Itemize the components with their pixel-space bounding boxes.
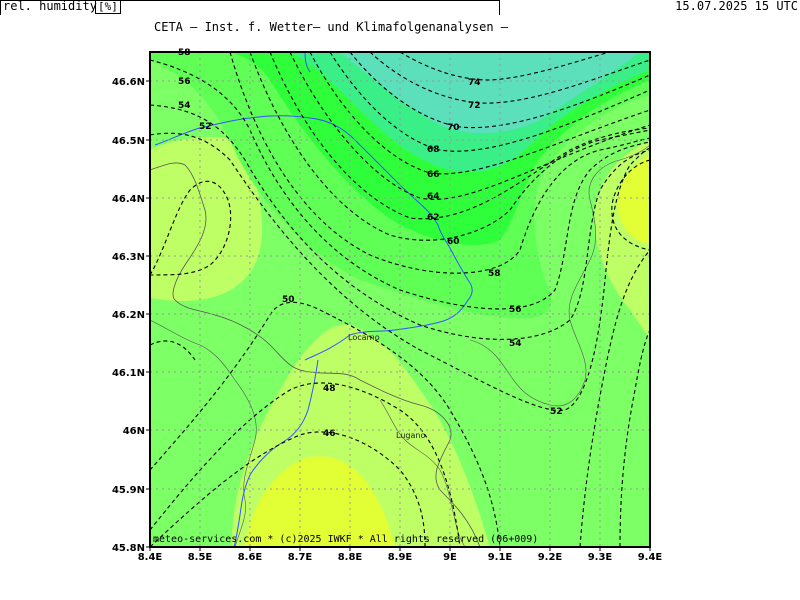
contour-label-52-east: 52 — [550, 407, 563, 417]
contour-east-3 — [611, 159, 650, 251]
fill-yellow-south — [245, 456, 395, 547]
y-tick-label: 45.8N — [112, 543, 145, 554]
contour-62 — [269, 52, 650, 220]
y-tick-label: 46.3N — [112, 252, 145, 263]
contour-label-58: 58 — [488, 269, 501, 279]
x-tick-label: 9.3E — [588, 552, 613, 563]
regional-border-2 — [150, 319, 257, 547]
y-tick-label: 46N — [123, 426, 145, 437]
contour-54 — [150, 104, 650, 340]
x-tick-label: 8.5E — [188, 552, 213, 563]
contour-label-50: 50 — [282, 295, 295, 305]
valid-datetime: 15.07.2025 15 UTC — [675, 0, 798, 13]
contour-52-west — [150, 180, 232, 276]
contour-label-56-east: 56 — [509, 305, 522, 315]
contour-label-48: 48 — [323, 384, 336, 394]
contour-label-70: 70 — [447, 123, 460, 133]
contour-east-2 — [619, 329, 650, 547]
country-border — [150, 162, 481, 547]
x-tick-label: 8.6E — [238, 552, 263, 563]
contour-56 — [150, 59, 650, 310]
contour-label-72: 72 — [468, 101, 481, 111]
contour-label-66: 66 — [427, 170, 440, 180]
product-title: CETA — Inst. f. Wetter— und Klimafolgena… — [154, 20, 509, 34]
contour-72 — [369, 52, 650, 104]
grid-lines — [150, 52, 650, 547]
x-tick-label: 8.7E — [288, 552, 313, 563]
contour-label-54-west: 54 — [178, 101, 191, 111]
x-tick-label: 8.9E — [388, 552, 413, 563]
x-axis-labels: 8.4E 8.5E 8.6E 8.7E 8.8E 8.9E 9E 9.1E 9.… — [138, 552, 663, 563]
x-tick-label: 9.4E — [638, 552, 663, 563]
contour-46 — [150, 431, 426, 547]
contour-label-52-west: 52 — [199, 122, 212, 132]
x-tick-label: 8.4E — [138, 552, 163, 563]
regional-border — [469, 144, 650, 407]
copyright-notice: meteo-services.com * (c)2025 IWKF * All … — [153, 534, 539, 545]
river-ticino — [233, 359, 319, 547]
y-tick-label: 46.5N — [112, 136, 145, 147]
x-tick-label: 8.8E — [338, 552, 363, 563]
contour-label-56-west: 56 — [178, 77, 191, 87]
contour-68 — [329, 52, 650, 152]
contour-label-64: 64 — [427, 192, 440, 202]
contour-east-1 — [579, 249, 650, 547]
fill-teal — [340, 52, 640, 134]
city-lugano: Lugano — [396, 431, 425, 440]
contour-label-74: 74 — [468, 78, 481, 88]
x-tick-label: 9.1E — [488, 552, 513, 563]
contour-48 — [150, 382, 461, 547]
contour-70 — [349, 52, 650, 129]
y-tick-label: 45.9N — [112, 485, 145, 496]
lake-maggiore — [154, 115, 473, 361]
contour-label-54-east: 54 — [509, 339, 522, 349]
x-tick-label: 9E — [443, 552, 457, 563]
y-axis-labels: 46.6N 46.5N 46.4N 46.3N 46.2N 46.1N 46N … — [112, 77, 145, 554]
tick-marks — [146, 80, 651, 551]
unit-label: [%] — [95, 0, 121, 14]
contour-label-62: 62 — [427, 213, 440, 223]
contour-label-68: 68 — [427, 145, 440, 155]
contour-50 — [150, 301, 501, 547]
fill-yellow-east — [618, 155, 650, 245]
contour-label-60: 60 — [447, 237, 460, 247]
parameter-label: rel. humidity — [3, 0, 97, 13]
parameter-bar: rel. humidity [%] 15.07.2025 15 UTC — [0, 0, 798, 15]
river-north — [304, 52, 311, 73]
x-tick-label: 9.2E — [538, 552, 563, 563]
contour-label-46: 46 — [323, 429, 336, 439]
y-tick-label: 46.6N — [112, 77, 145, 88]
city-locarno: Locarno — [348, 333, 380, 342]
y-tick-label: 46.1N — [112, 368, 145, 379]
y-tick-label: 46.2N — [112, 310, 145, 321]
contour-52 — [150, 132, 650, 412]
y-tick-label: 46.4N — [112, 194, 145, 205]
contour-66 — [309, 52, 650, 175]
